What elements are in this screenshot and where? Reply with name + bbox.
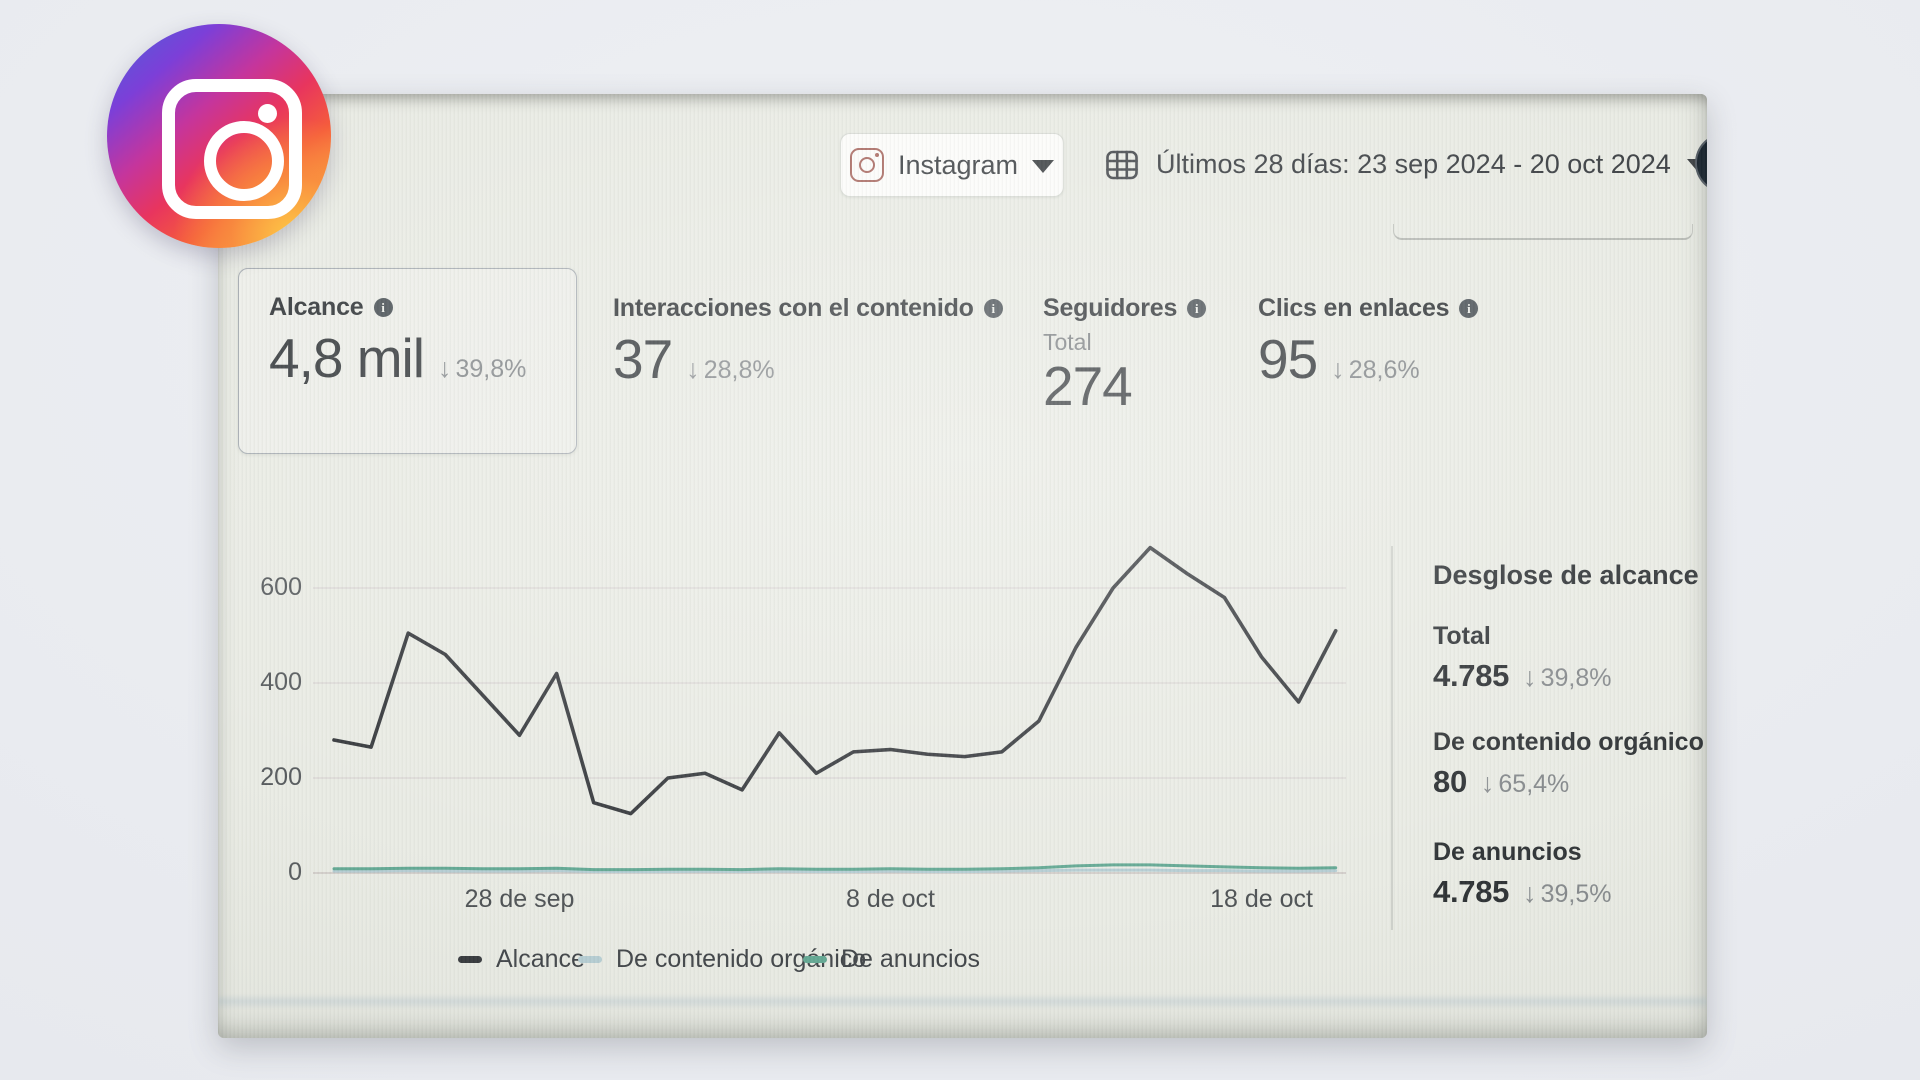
- info-icon[interactable]: i: [983, 299, 1003, 318]
- reach-line-chart: [313, 545, 1346, 874]
- breakdown-delta-text: 39,5%: [1540, 880, 1612, 908]
- breakdown-value-anuncios: 4.785 ↓ 39,5%: [1433, 874, 1611, 910]
- metric-delta-clics: ↓ 28,6%: [1331, 354, 1419, 385]
- breakdown-value-text: 4.785: [1433, 874, 1510, 909]
- breakdown-value-text: 80: [1433, 764, 1467, 799]
- metric-delta-text: 28,8%: [703, 356, 775, 384]
- camera-icon: [162, 79, 302, 219]
- metric-value-clics: 95: [1258, 328, 1318, 390]
- x-axis-label: 8 de oct: [846, 885, 935, 913]
- metric-card-alcance[interactable]: Alcance i 4,8 mil ↓ 39,8%: [238, 268, 577, 454]
- breakdown-delta: ↓ 39,5%: [1523, 878, 1611, 909]
- breakdown-delta-text: 39,8%: [1540, 664, 1612, 692]
- x-axis-label: 28 de sep: [464, 885, 575, 913]
- breakdown-value-total: 4.785 ↓ 39,8%: [1433, 658, 1611, 694]
- arrow-down-icon: ↓: [1523, 662, 1537, 692]
- breakdown-delta: ↓ 65,4%: [1481, 768, 1569, 799]
- y-axis-label: 400: [260, 668, 302, 696]
- metric-title-clics: Clics en enlaces i: [1258, 294, 1479, 323]
- arrow-down-icon: ↓: [686, 354, 700, 384]
- instagram-outline-icon: [849, 148, 884, 182]
- info-icon[interactable]: i: [1187, 299, 1207, 318]
- x-axis-label: 18 de oct: [1210, 885, 1313, 913]
- metric-card-clics[interactable]: Clics en enlaces i 95 ↓ 28,6%: [1258, 294, 1479, 390]
- camera-flash-dot-icon: [258, 104, 277, 123]
- y-axis-label: 600: [260, 573, 302, 601]
- metric-delta-interacciones: ↓ 28,8%: [686, 354, 774, 385]
- metric-delta-alcance: ↓ 39,8%: [438, 353, 526, 384]
- info-icon[interactable]: i: [1459, 299, 1479, 318]
- arrow-down-icon: ↓: [1523, 878, 1537, 908]
- camera-lens-icon: [204, 121, 284, 201]
- metric-sublabel-total: Total: [1043, 329, 1092, 355]
- card-edge-line: [1393, 224, 1693, 240]
- chevron-down-icon: [1032, 160, 1055, 173]
- channel-label: Instagram: [897, 149, 1019, 180]
- breakdown-title: Desglose de alcance: [1433, 560, 1699, 590]
- metric-title-text: Seguidores: [1043, 294, 1178, 322]
- legend-swatch-anuncios: [803, 956, 827, 963]
- metric-card-seguidores[interactable]: Seguidores i Total 274: [1043, 294, 1207, 417]
- legend-swatch-organico: [578, 956, 602, 963]
- panel-divider: [1391, 546, 1393, 930]
- arrow-down-icon: ↓: [438, 353, 452, 383]
- metric-delta-text: 28,6%: [1348, 356, 1420, 384]
- y-axis-label: 200: [260, 763, 302, 791]
- breakdown-label-organico: De contenido orgánico: [1433, 728, 1704, 756]
- metric-title-alcance: Alcance i: [269, 293, 526, 322]
- metric-title-text: Alcance: [269, 293, 364, 321]
- metric-title-interacciones: Interacciones con el contenido i: [613, 294, 1003, 323]
- metric-value-seguidores: 274: [1043, 355, 1133, 417]
- legend-item-anuncios: De anuncios: [803, 945, 980, 974]
- metric-title-text: Clics en enlaces: [1258, 294, 1450, 322]
- date-range-selector[interactable]: Últimos 28 días: 23 sep 2024 - 20 oct 20…: [1104, 133, 1707, 195]
- arrow-down-icon: ↓: [1480, 768, 1495, 798]
- breakdown-delta-text: 65,4%: [1498, 770, 1570, 798]
- metric-value-alcance: 4,8 mil: [269, 327, 425, 389]
- breakdown-label-anuncios: De anuncios: [1433, 838, 1582, 866]
- instagram-logo: [107, 24, 331, 248]
- breakdown-delta: ↓ 39,8%: [1523, 662, 1611, 693]
- date-range-label: Últimos 28 días: 23 sep 2024 - 20 oct 20…: [1156, 148, 1671, 179]
- metric-value-interacciones: 37: [613, 328, 673, 390]
- arrow-down-icon: ↓: [1331, 354, 1345, 384]
- breakdown-label-total: Total: [1433, 622, 1491, 650]
- y-axis-label: 0: [288, 858, 302, 886]
- metric-title-seguidores: Seguidores i: [1043, 294, 1207, 323]
- metric-card-interacciones[interactable]: Interacciones con el contenido i 37 ↓ 28,…: [613, 294, 1003, 389]
- insights-screenshot-photo: Instagram Últimos 28 días: 23 sep 2024 -…: [218, 94, 1707, 1038]
- breakdown-value-organico: 80 ↓ 65,4%: [1433, 764, 1569, 800]
- legend-label: De anuncios: [841, 945, 980, 973]
- metric-title-text: Interacciones con el contenido: [613, 294, 974, 322]
- breakdown-value-text: 4.785: [1433, 658, 1510, 693]
- info-icon[interactable]: i: [373, 298, 393, 317]
- metric-delta-text: 39,8%: [455, 355, 527, 383]
- channel-selector[interactable]: Instagram: [840, 133, 1064, 197]
- calendar-icon: [1106, 150, 1138, 180]
- legend-item-alcance: Alcance: [458, 945, 585, 974]
- legend-swatch-alcance: [458, 956, 482, 963]
- legend-label: Alcance: [496, 945, 585, 973]
